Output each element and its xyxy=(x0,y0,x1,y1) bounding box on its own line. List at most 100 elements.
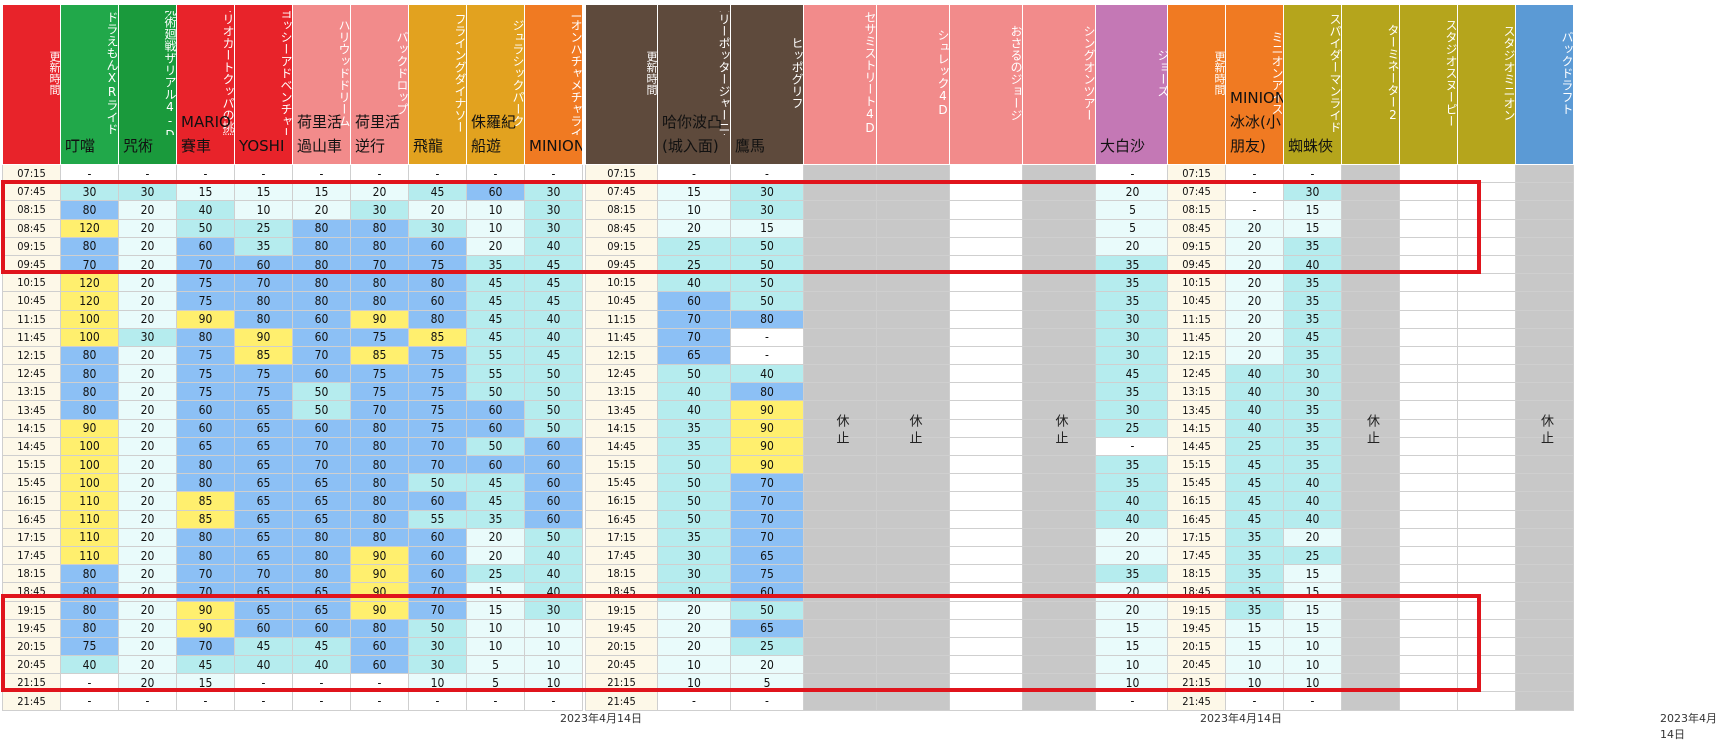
wait-cell: 20 xyxy=(730,655,804,675)
wait-cell: 60 xyxy=(466,400,525,420)
empty-cell xyxy=(1457,582,1516,602)
ride-header: ヨッシーアドベンチャー YOSHI xyxy=(234,4,293,165)
time-cell: 18:15 xyxy=(585,564,658,584)
closed-cell xyxy=(803,200,877,220)
wait-cell: 20 xyxy=(118,418,177,438)
ride-header: ミニオンアイスMINIONS 冰冰(小朋友) xyxy=(1225,4,1284,165)
ride-header: ハリウッドドリーム 荷里活 過山車 xyxy=(292,4,351,165)
empty-cell xyxy=(1457,309,1516,329)
wait-cell: 20 xyxy=(118,600,177,620)
wait-cell: 40 xyxy=(292,655,351,675)
closed-cell xyxy=(876,436,950,457)
wait-cell: - xyxy=(1225,163,1284,184)
wait-cell: 30 xyxy=(408,636,467,657)
wait-cell: 20 xyxy=(1095,545,1170,566)
wait-cell: 45 xyxy=(1225,509,1284,529)
closed-cell xyxy=(1515,473,1574,493)
time-row: 21:15 10 5 10 xyxy=(585,673,1170,693)
time-row: 18:45 80 20 70 65 65 90 70 15 40 xyxy=(2,582,583,602)
ride-header: マリオカートクッパの挑戦 MARIO 賽車 xyxy=(176,4,235,165)
closed-cell xyxy=(1022,691,1096,711)
time-row: 14:45 25 35 xyxy=(1167,436,1632,457)
time-cell: 15:15 xyxy=(1167,454,1226,475)
time-row: 08:45 20 15 5 xyxy=(585,218,1170,238)
wait-cell: 60 xyxy=(292,364,351,384)
wait-cell: 40 xyxy=(524,327,583,347)
wait-cell: 35 xyxy=(1225,582,1284,602)
time-cell: 12:45 xyxy=(585,364,658,384)
closed-cell xyxy=(1515,309,1574,329)
closed-cell xyxy=(803,545,877,566)
closed-cell xyxy=(1022,509,1096,529)
wait-cell: 65 xyxy=(292,582,351,602)
closed-cell xyxy=(803,673,877,693)
wait-cell: 60 xyxy=(292,618,351,638)
wait-cell: 15 xyxy=(466,600,525,620)
wait-cell: 85 xyxy=(350,345,409,366)
time-cell: 19:45 xyxy=(1167,618,1226,638)
closed-cell xyxy=(1515,691,1574,711)
closed-cell xyxy=(1515,582,1574,602)
wait-cell: 40 xyxy=(1225,364,1284,384)
closed-cell xyxy=(803,491,877,511)
time-cell: 14:15 xyxy=(585,418,658,438)
empty-cell xyxy=(949,564,1023,584)
wait-cell: 65 xyxy=(234,509,293,529)
time-cell: 10:45 xyxy=(2,291,61,311)
closed-cell xyxy=(1341,564,1400,584)
wait-cell: 20 xyxy=(118,309,177,329)
wait-cell: 100 xyxy=(60,473,119,493)
wait-cell: 15 xyxy=(657,182,731,202)
empty-cell xyxy=(1399,163,1458,184)
wait-cell: 70 xyxy=(730,527,804,547)
closed-cell xyxy=(1022,636,1096,657)
closed-cell xyxy=(1341,163,1400,184)
wait-cell: 100 xyxy=(60,454,119,475)
time-row: 16:15 110 20 85 65 65 80 60 45 60 xyxy=(2,491,583,511)
wait-cell: - xyxy=(408,691,467,711)
wait-cell: 15 xyxy=(1225,636,1284,657)
ride-jp-name: シングオンツアー xyxy=(1082,25,1095,121)
time-header-label: 更新時間 xyxy=(1213,51,1225,95)
time-row: 21:45- - xyxy=(1167,691,1632,711)
wait-cell: 25 xyxy=(657,236,731,256)
closed-cell xyxy=(803,400,877,420)
closed-cell xyxy=(1515,364,1574,384)
wait-cell: 60 xyxy=(466,454,525,475)
wait-cell: 80 xyxy=(292,527,351,547)
time-cell: 14:15 xyxy=(2,418,61,438)
wait-cell: 30 xyxy=(1283,364,1342,384)
wait-cell: - xyxy=(730,345,804,366)
wait-cell: 75 xyxy=(176,382,235,402)
closed-cell xyxy=(1341,545,1400,566)
time-cell: 13:45 xyxy=(1167,400,1226,420)
closed-cell xyxy=(1341,673,1400,693)
wait-cell: 50 xyxy=(657,491,731,511)
wait-cell: 20 xyxy=(466,236,525,256)
wait-cell: 80 xyxy=(350,436,409,457)
time-row: 20:45 10 10 xyxy=(1167,655,1632,675)
empty-cell xyxy=(1399,291,1458,311)
empty-cell xyxy=(1399,509,1458,529)
wait-cell: 20 xyxy=(118,400,177,420)
closed-cell xyxy=(876,454,950,475)
ride-jp-name: ハリウッドドリーム xyxy=(337,19,350,127)
ride-cn-name: 鷹馬 xyxy=(735,137,766,155)
wait-cell: 10 xyxy=(1283,655,1342,675)
time-cell: 13:15 xyxy=(585,382,658,402)
time-row: 16:45 110 20 85 65 65 80 55 35 60 xyxy=(2,509,583,529)
wait-cell: 15 xyxy=(1283,582,1342,602)
empty-cell xyxy=(949,327,1023,347)
wait-cell: - xyxy=(234,163,293,184)
wait-cell: 30 xyxy=(408,655,467,675)
wait-cell: 60 xyxy=(408,545,467,566)
wait-cell: 15 xyxy=(1283,218,1342,238)
wait-cell: 30 xyxy=(118,182,177,202)
ride-header: シュレック4D xyxy=(876,4,950,165)
closed-cell xyxy=(1022,400,1096,420)
time-row: 14:45 100 20 65 65 70 80 70 50 60 xyxy=(2,436,583,457)
closed-cell xyxy=(876,564,950,584)
wait-cell: 70 xyxy=(60,254,119,275)
wait-cell: 60 xyxy=(408,236,467,256)
closed-cell xyxy=(1022,618,1096,638)
